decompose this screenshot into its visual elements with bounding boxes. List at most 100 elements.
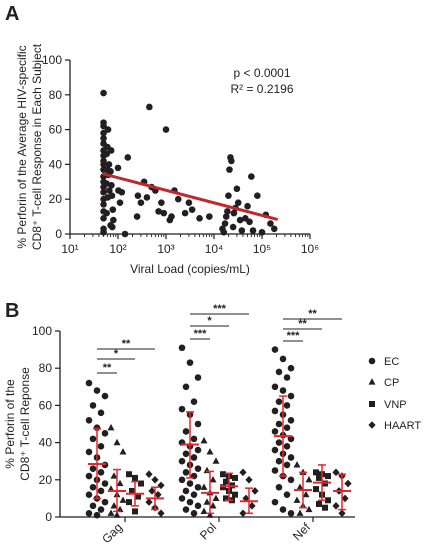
data-point [270,225,278,233]
data-point-ec [275,420,283,428]
data-point-ec [283,374,291,381]
data-point-ec [101,498,109,506]
data-point [100,228,107,236]
y-tick-label: 100 [42,53,62,67]
significance-label: ** [122,338,131,350]
data-point [103,150,110,158]
data-point [110,216,117,224]
data-point [188,206,196,213]
data-point-ec [178,344,186,352]
data-point-cp [107,509,115,516]
data-point-ec [287,509,295,517]
data-point [181,209,189,217]
data-point [155,208,162,215]
data-point [100,122,107,130]
data-point-ec [182,428,190,435]
data-point [222,213,230,220]
data-point [220,228,228,236]
data-point-haart [239,509,247,518]
data-point-haart [145,498,153,506]
data-point-haart [157,509,165,518]
panel-b-letter: B [5,300,19,322]
significance-label: * [207,315,212,327]
data-point [100,201,107,208]
data-point-haart [338,509,346,518]
y-tick-label: 60 [39,398,53,412]
data-point-cp [113,438,121,446]
data-point [258,228,266,236]
data-point [146,103,153,111]
data-point-cp [200,483,208,490]
legend-label-cp: CP [384,377,399,389]
data-point-cp [200,507,208,515]
data-point [225,192,232,200]
data-point-cp [203,498,211,505]
data-point [229,223,237,231]
data-point-ec [182,487,190,495]
data-point [174,195,182,203]
x-tick-label: 10¹ [61,242,78,256]
data-point-haart [145,470,153,479]
data-point-cp [209,502,217,509]
data-point-ec [275,457,283,465]
data-point-ec [97,443,105,450]
y-axis-label-line: % Perforin of the [3,379,17,469]
data-point-cp [113,511,121,518]
data-point-ec [89,483,97,491]
data-point-ec [194,374,202,381]
data-point-ec [89,435,97,443]
data-point-ec [190,398,198,405]
data-point-vnp [220,471,226,478]
data-point-vnp [325,473,331,480]
y-tick-label: 60 [49,123,63,137]
y-tick-label: 80 [39,361,53,375]
y-tick-label: 0 [45,510,52,524]
data-point-ec [287,364,295,372]
data-point-haart [248,502,256,510]
data-point [248,173,255,180]
data-point [116,199,124,206]
data-point [118,188,126,196]
data-point-ec [194,483,202,491]
data-point [185,199,193,206]
data-point [160,209,168,217]
data-point-cp [200,436,208,444]
data-point-ec [89,502,97,510]
data-point-ec [186,359,194,366]
x-axis-label: Viral Load (copies/mL) [130,262,250,276]
legend-marker-cp [368,378,376,385]
data-point-ec [283,461,291,469]
data-point-ec [182,469,190,476]
legend-label-haart: HAART [384,420,421,432]
data-point-haart [239,468,247,477]
data-point [100,215,107,222]
data-point-ec [97,469,105,476]
significance-label: ** [298,318,307,330]
data-point-ec [85,379,93,387]
data-point-ec [271,428,279,435]
data-point-ec [194,420,202,428]
data-point [162,126,170,133]
legend-marker-ec [368,357,376,365]
significance-label: *** [194,328,208,340]
data-point-ec [85,509,93,517]
data-point-vnp [126,499,132,506]
data-point-ec [283,424,291,432]
data-point-ec [93,387,101,394]
data-point-ec [275,398,283,405]
data-point-ec [182,450,190,458]
data-point-ec [283,402,291,409]
data-point-vnp [132,474,138,481]
data-point-haart [157,481,165,490]
data-point-vnp [232,474,238,481]
r-squared-annotation: R² = 0.2196 [230,82,293,96]
data-point-ec [279,506,287,513]
data-point-ec [287,435,295,443]
data-point-ec [287,454,295,461]
data-point-vnp [313,469,319,476]
data-point-vnp [316,500,322,507]
data-point [133,213,141,220]
y-tick-label: 100 [32,324,52,338]
data-point-ec [85,472,93,480]
data-point-ec [93,511,101,519]
